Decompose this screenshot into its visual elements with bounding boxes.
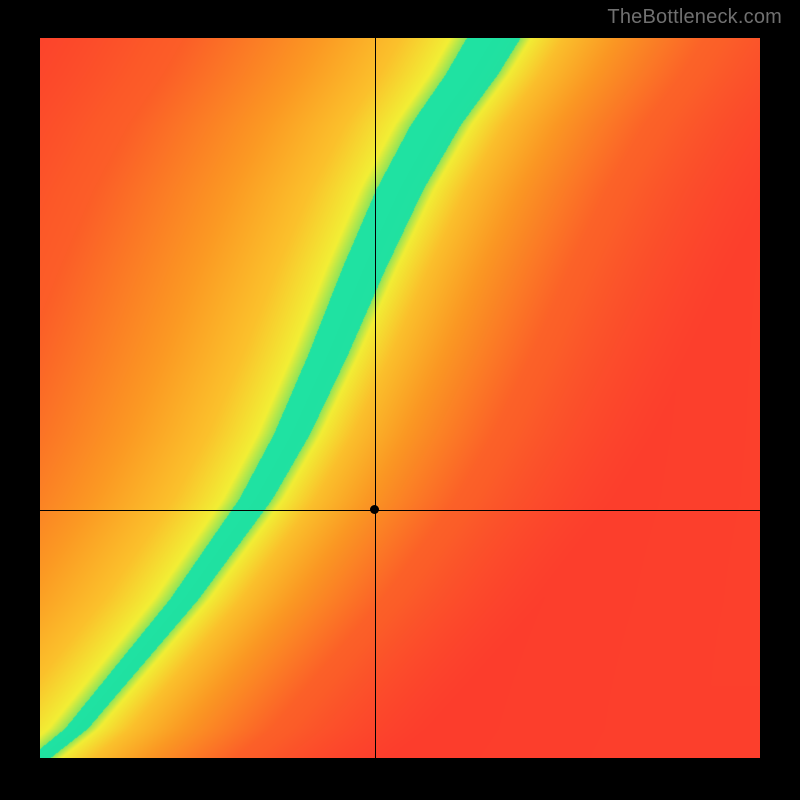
watermark-text: TheBottleneck.com — [607, 6, 782, 29]
heatmap-plot — [40, 38, 760, 758]
heatmap-canvas — [40, 38, 760, 758]
